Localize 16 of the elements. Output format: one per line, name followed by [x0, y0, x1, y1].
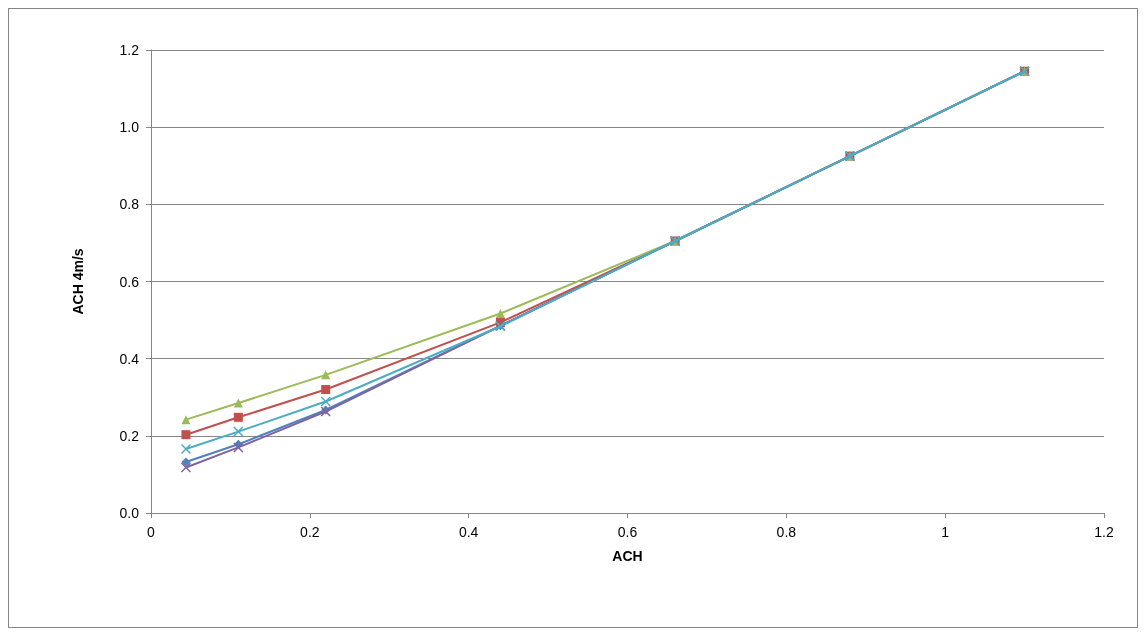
x-tick-label: 0.4 — [458, 524, 479, 540]
x-tick-label: 1.2 — [1094, 524, 1114, 540]
x-tick-label: 1 — [941, 524, 950, 540]
y-tick-label: 1.2 — [119, 42, 140, 58]
y-tick-label: 0.0 — [119, 505, 140, 521]
y-tick-label: 0.6 — [119, 273, 140, 290]
x-tick-label: 0.8 — [776, 524, 797, 540]
x-tick-label: 0 — [147, 524, 156, 540]
y-tick-label: 1.0 — [119, 119, 140, 136]
y-tick-label: 0.4 — [119, 350, 140, 367]
x-tick-label: 0.2 — [300, 524, 320, 540]
y-tick-label: 0.2 — [119, 427, 140, 444]
x-tick-label: 0.6 — [617, 524, 638, 540]
y-tick-label: 0.8 — [119, 196, 140, 213]
x-axis-title: ACH — [612, 548, 643, 564]
y-axis-title: ACH 4m/s — [70, 248, 86, 315]
